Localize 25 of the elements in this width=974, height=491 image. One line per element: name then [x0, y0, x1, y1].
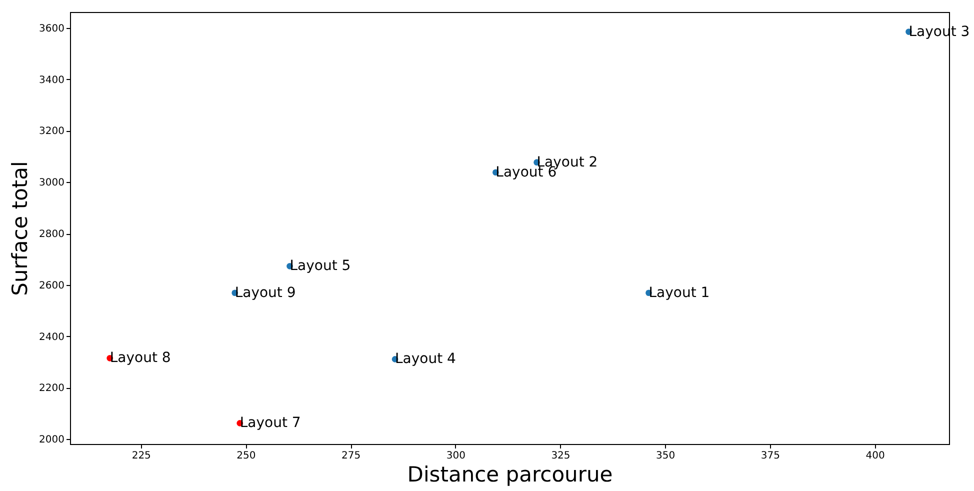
annotation: Layout 4	[395, 351, 456, 368]
x-axis-title: Distance parcourue	[407, 462, 613, 486]
x-tick-label: 375	[760, 450, 780, 462]
y-tick-label: 2000	[39, 434, 64, 446]
annotation: Layout 7	[240, 415, 301, 432]
y-tick-label: 2600	[39, 280, 64, 292]
x-tick-label: 400	[866, 450, 885, 462]
y-tick-label: 2200	[39, 383, 64, 394]
x-tick-label: 300	[446, 450, 466, 462]
x-tick-label: 250	[236, 450, 256, 462]
y-tick-label: 3200	[39, 126, 64, 138]
x-tick-label: 275	[342, 450, 361, 462]
y-tick-label: 3600	[39, 23, 64, 34]
annotation: Layout 1	[648, 284, 710, 301]
x-tick-label: 325	[551, 450, 570, 462]
annotation: Layout 9	[234, 284, 296, 301]
x-tick-label: 225	[132, 450, 151, 462]
annotation: Layout 5	[290, 258, 351, 274]
y-tick-label: 3400	[39, 74, 64, 86]
annotation: Layout 8	[110, 350, 171, 366]
y-tick-label: 3000	[39, 178, 64, 189]
y-tick-label: 2400	[39, 332, 64, 343]
y-tick-label: 2800	[39, 229, 64, 240]
y-axis-title: Surface total	[8, 161, 32, 296]
x-tick-label: 350	[656, 450, 676, 462]
